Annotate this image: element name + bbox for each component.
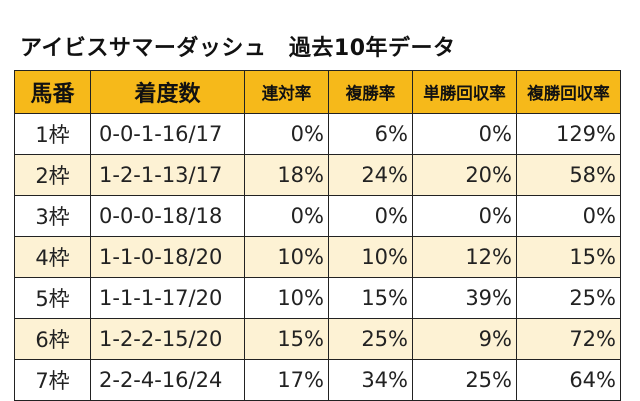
table-cell: 0% [244, 195, 329, 237]
table-cell: 0% [244, 113, 329, 155]
table-cell: 1枠 [14, 113, 91, 155]
table-cell: 0% [412, 195, 517, 237]
data-table: 馬番 着度数 連対率 複勝率 単勝回収率 複勝回収率 1枠 0-0-1-16/1… [14, 70, 621, 401]
table-row: 2枠 1-2-1-13/17 18% 24% 20% 58% [14, 154, 621, 196]
table-row: 3枠 0-0-0-18/18 0% 0% 0% 0% [14, 195, 621, 237]
table-cell: 1-1-0-18/20 [90, 236, 245, 278]
table-cell: 5枠 [14, 277, 91, 319]
table-cell: 25% [412, 359, 517, 401]
header-cell-place-rate: 連対率 [244, 70, 329, 114]
table-cell: 10% [244, 277, 329, 319]
table-cell: 3枠 [14, 195, 91, 237]
table-cell: 6枠 [14, 318, 91, 360]
header-cell-show-return: 複勝回収率 [516, 70, 621, 114]
table-cell: 0-0-1-16/17 [90, 113, 245, 155]
table-cell: 0% [328, 195, 413, 237]
table-cell: 0% [412, 113, 517, 155]
table-cell: 64% [516, 359, 621, 401]
header-row: 馬番 着度数 連対率 複勝率 単勝回収率 複勝回収率 [14, 70, 621, 114]
table-cell: 0% [516, 195, 621, 237]
table-cell: 58% [516, 154, 621, 196]
table-cell: 18% [244, 154, 329, 196]
table-cell: 25% [328, 318, 413, 360]
table-row: 6枠 1-2-2-15/20 15% 25% 9% 72% [14, 318, 621, 360]
table-cell: 9% [412, 318, 517, 360]
table-cell: 25% [516, 277, 621, 319]
table-cell: 6% [328, 113, 413, 155]
header-cell-show-rate: 複勝率 [328, 70, 413, 114]
table-cell: 72% [516, 318, 621, 360]
table-cell: 1-2-1-13/17 [90, 154, 245, 196]
table-cell: 2枠 [14, 154, 91, 196]
table-row: 5枠 1-1-1-17/20 10% 15% 39% 25% [14, 277, 621, 319]
table-cell: 10% [244, 236, 329, 278]
table-cell: 39% [412, 277, 517, 319]
table-cell: 7枠 [14, 359, 91, 401]
table-cell: 15% [244, 318, 329, 360]
page-title: アイビスサマーダッシュ 過去10年データ [20, 36, 456, 61]
table-row: 4枠 1-1-0-18/20 10% 10% 12% 15% [14, 236, 621, 278]
header-cell-number: 馬番 [14, 70, 91, 114]
table-cell: 2-2-4-16/24 [90, 359, 245, 401]
table-cell: 20% [412, 154, 517, 196]
table-cell: 12% [412, 236, 517, 278]
header-cell-results: 着度数 [90, 70, 245, 114]
table-cell: 34% [328, 359, 413, 401]
table-cell: 15% [516, 236, 621, 278]
table-cell: 0-0-0-18/18 [90, 195, 245, 237]
table-cell: 17% [244, 359, 329, 401]
table-cell: 129% [516, 113, 621, 155]
table-cell: 1-2-2-15/20 [90, 318, 245, 360]
table-cell: 15% [328, 277, 413, 319]
table-cell: 24% [328, 154, 413, 196]
header-cell-win-return: 単勝回収率 [412, 70, 517, 114]
table-cell: 1-1-1-17/20 [90, 277, 245, 319]
table-row: 7枠 2-2-4-16/24 17% 34% 25% 64% [14, 359, 621, 401]
table-cell: 4枠 [14, 236, 91, 278]
table-cell: 10% [328, 236, 413, 278]
table-row: 1枠 0-0-1-16/17 0% 6% 0% 129% [14, 113, 621, 155]
